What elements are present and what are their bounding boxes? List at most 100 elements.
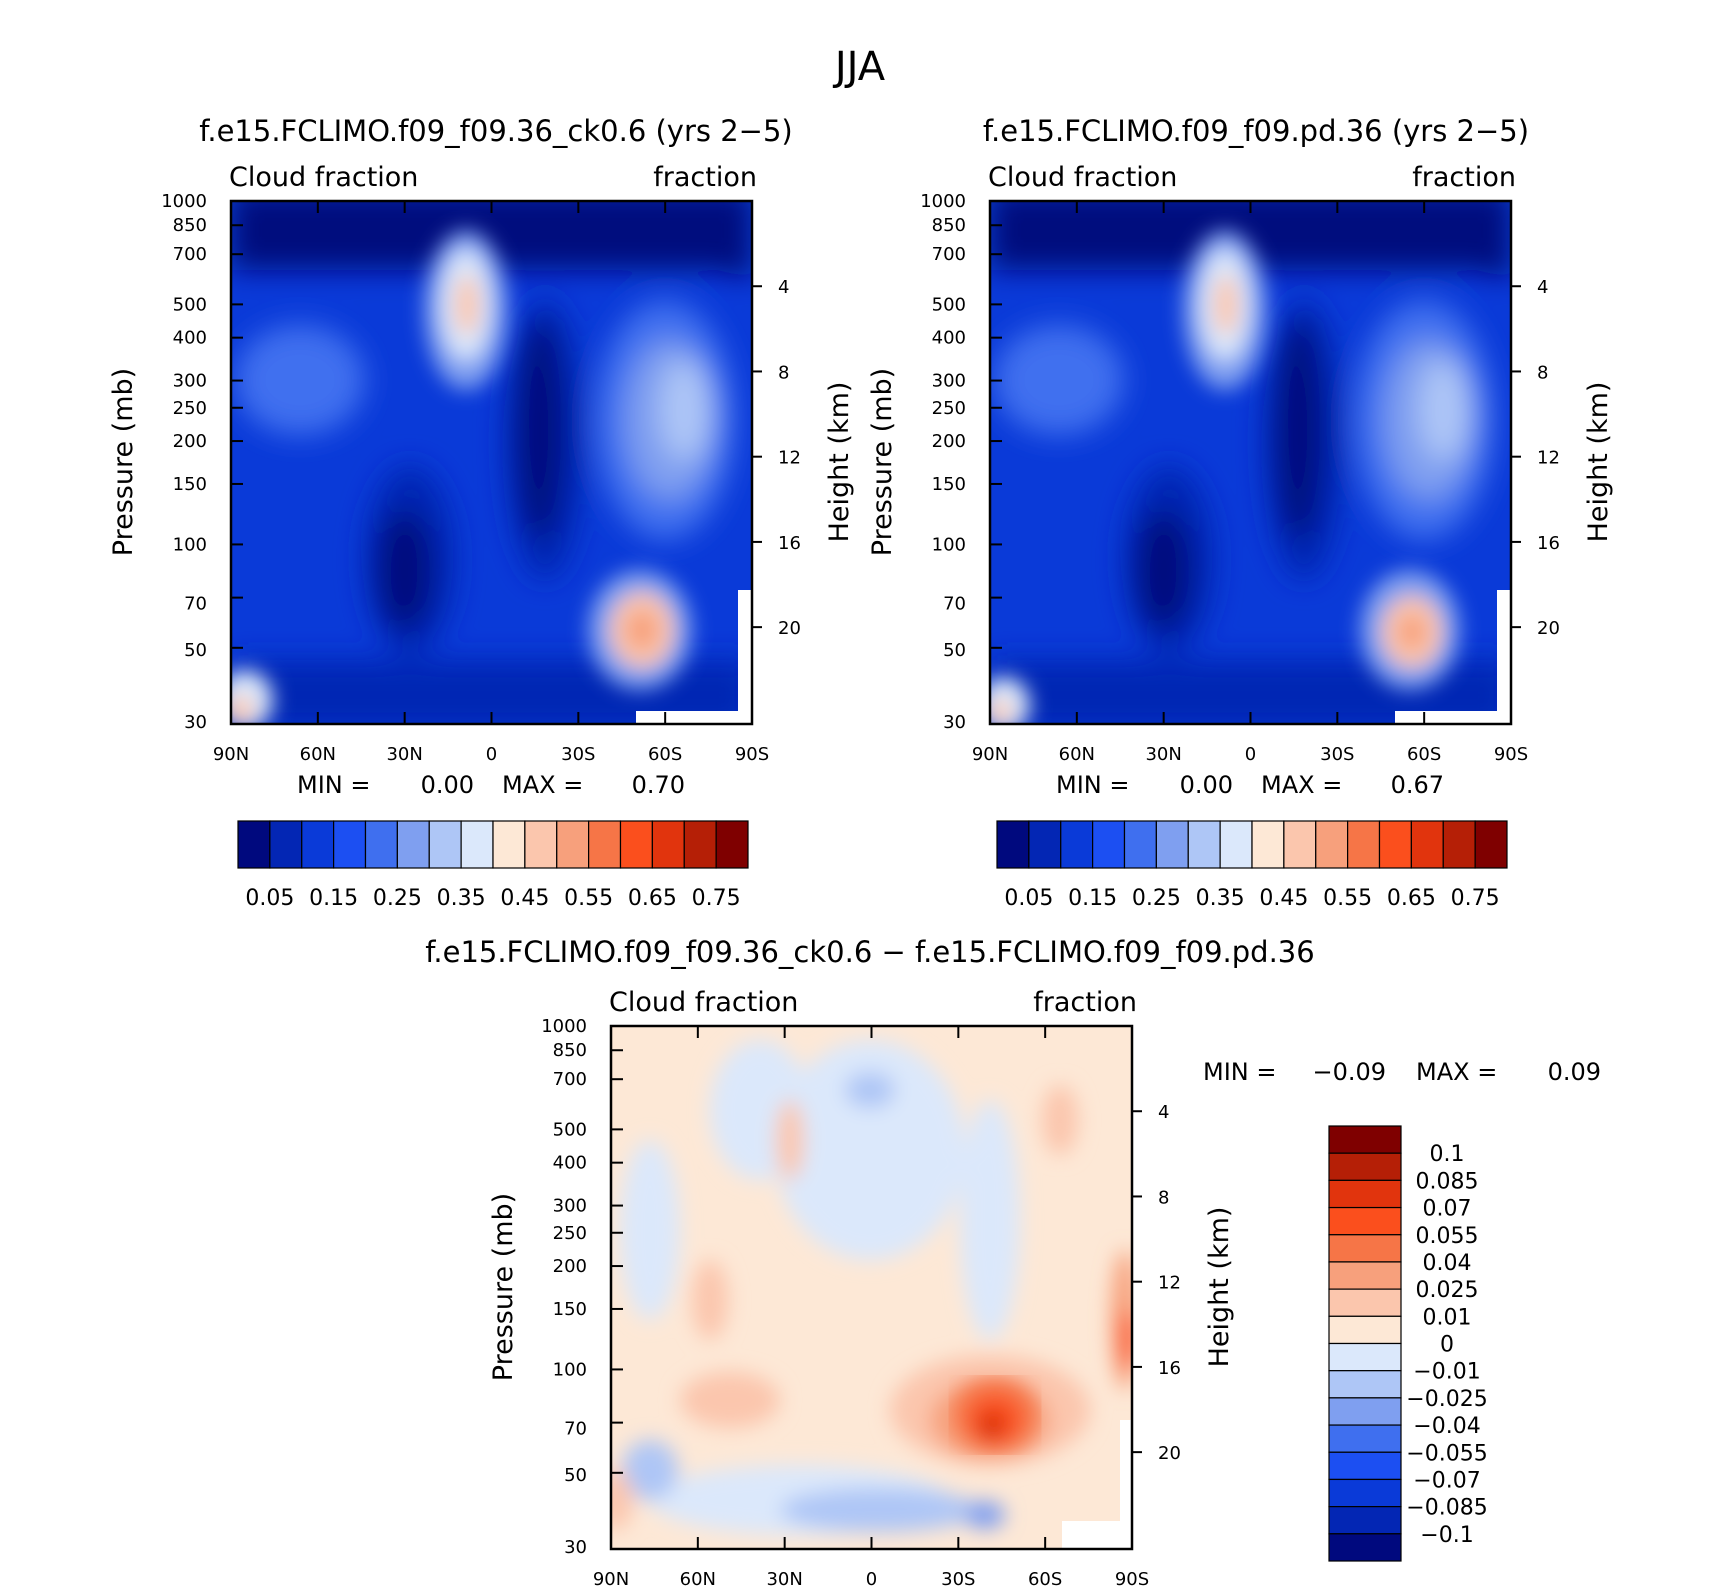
- colorbar-swatch: [1347, 820, 1381, 869]
- colorbar-label: 0.55: [1323, 886, 1372, 911]
- colorbar-label: −0.04: [1413, 1414, 1480, 1439]
- missing-data-region: [1120, 1420, 1132, 1549]
- colorbar-swatch: [619, 820, 653, 869]
- height-tick-label: 16: [778, 533, 801, 554]
- max-value: 0.67: [1391, 771, 1444, 799]
- colorbar-swatch: [1328, 1234, 1402, 1263]
- colorbar-label: −0.055: [1406, 1441, 1487, 1466]
- panel-title: f.e15.FCLIMO.f09_f09.36_ck0.6 − f.e15.FC…: [425, 935, 1314, 969]
- pressure-tick-label: 1000: [541, 1016, 587, 1037]
- pressure-tick-label: 1000: [161, 191, 207, 212]
- latitude-tick-label: 90N: [213, 744, 249, 765]
- missing-data-region: [738, 590, 752, 724]
- pressure-tick-label: 500: [932, 294, 966, 315]
- height-axis: 20 16 12 8 4: [752, 277, 801, 639]
- colorbar-label: 0.25: [373, 886, 422, 911]
- colorbar-swatch: [556, 820, 590, 869]
- colorbar: 0.10.0850.070.0550.040.0250.010−0.01−0.0…: [1328, 1125, 1488, 1562]
- max-value: 0.09: [1548, 1058, 1601, 1086]
- y-axis-right-label: Height (km): [824, 382, 855, 543]
- pressure-tick-label: 100: [553, 1359, 587, 1380]
- pressure-tick-label: 100: [173, 534, 207, 555]
- y-axis-label: Pressure (mb): [488, 1193, 519, 1381]
- colorbar-swatch: [715, 820, 749, 869]
- pressure-tick-label: 400: [173, 328, 207, 349]
- colorbar-swatch: [1328, 1315, 1402, 1345]
- pressure-tick-label: 300: [553, 1196, 587, 1217]
- pressure-tick-label: 30: [184, 712, 207, 733]
- colorbar-swatch: [524, 820, 558, 869]
- missing-data-region: [1062, 1521, 1120, 1549]
- panel-control-run: f.e15.FCLIMO.f09_f09.36_ck0.6 (yrs 2−5) …: [108, 114, 855, 911]
- latitude-tick-label: 0: [486, 744, 497, 765]
- pressure-tick-label: 30: [943, 712, 966, 733]
- colorbar-label: 0.65: [1387, 886, 1436, 911]
- height-tick-label: 8: [1158, 1187, 1169, 1208]
- left-string: Cloud fraction: [229, 162, 418, 193]
- min-value: 0.00: [1180, 771, 1233, 799]
- colorbar-label: 0.55: [564, 886, 613, 911]
- colorbar: 0.05 0.15 0.25 0.35 0.45 0.55 0.65 0.75: [237, 820, 749, 911]
- colorbar-label: 0.1: [1430, 1142, 1465, 1167]
- colorbar-label: −0.01: [1413, 1360, 1480, 1385]
- panel-reference-run: f.e15.FCLIMO.f09_f09.pd.36 (yrs 2−5) Clo…: [867, 114, 1614, 911]
- pressure-tick-label: 250: [932, 398, 966, 419]
- colorbar-swatch: [1328, 1125, 1402, 1154]
- colorbar-label: 0.055: [1416, 1224, 1479, 1249]
- height-tick-label: 8: [778, 362, 789, 383]
- right-string: fraction: [1412, 162, 1516, 193]
- colorbar-label: 0.05: [245, 886, 294, 911]
- latitude-tick-label: 60S: [1407, 744, 1441, 765]
- colorbar-swatch: [460, 820, 494, 869]
- pressure-tick-label: 50: [184, 640, 207, 661]
- colorbar-swatch: [1123, 820, 1157, 869]
- colorbar-label: 0.07: [1423, 1197, 1472, 1222]
- colorbar-label: 0.35: [1196, 886, 1245, 911]
- latitude-tick-label: 0: [866, 1569, 877, 1589]
- latitude-tick-label: 90S: [1494, 744, 1528, 765]
- y-axis-right-label: Height (km): [1204, 1207, 1235, 1368]
- colorbar-swatch: [683, 820, 717, 869]
- colorbar-swatch: [588, 820, 622, 869]
- y-axis-label: Pressure (mb): [867, 368, 898, 556]
- colorbar-swatch: [1251, 820, 1285, 869]
- height-tick-label: 4: [1158, 1102, 1169, 1123]
- field-peaks: [953, 1379, 1037, 1451]
- colorbar-label: −0.07: [1413, 1468, 1480, 1493]
- latitude-tick-label: 90S: [735, 744, 769, 765]
- pressure-tick-label: 50: [943, 640, 966, 661]
- colorbar-label: 0.15: [1068, 886, 1117, 911]
- contour-field: [611, 1026, 1132, 1549]
- right-string: fraction: [1033, 987, 1137, 1018]
- colorbar-label: 0: [1440, 1333, 1454, 1358]
- latitude-tick-label: 60N: [300, 744, 336, 765]
- pressure-tick-label: 700: [173, 244, 207, 265]
- field-blobs: [611, 1040, 1132, 1535]
- colorbar-swatch: [1410, 820, 1444, 869]
- latitude-tick-label: 90S: [1115, 1569, 1149, 1589]
- pressure-tick-label: 200: [173, 431, 207, 452]
- height-tick-label: 8: [1537, 362, 1548, 383]
- colorbar-swatch: [1442, 820, 1476, 869]
- pressure-axis: 30 50 70 100 150 200 250 300 400 500 700 850 1000: [541, 1016, 623, 1558]
- pressure-tick-label: 250: [553, 1223, 587, 1244]
- pressure-tick-label: 850: [932, 215, 966, 236]
- colorbar-swatch: [237, 820, 271, 869]
- latitude-tick-label: 30N: [386, 744, 422, 765]
- pressure-tick-label: 500: [553, 1119, 587, 1140]
- missing-data-region: [1497, 590, 1511, 724]
- colorbar-label: −0.025: [1406, 1387, 1487, 1412]
- colorbar-swatch: [1328, 1370, 1402, 1399]
- right-string: fraction: [653, 162, 757, 193]
- pressure-tick-label: 70: [184, 594, 207, 615]
- pressure-axis: 30 50 70 100 150 200 250 300 400 500 700 850 1000: [161, 191, 243, 733]
- height-tick-label: 16: [1158, 1358, 1181, 1379]
- pressure-tick-label: 50: [564, 1465, 587, 1486]
- colorbar-swatch: [1155, 820, 1189, 869]
- height-tick-label: 20: [778, 618, 801, 639]
- colorbar-label: 0.65: [628, 886, 677, 911]
- pressure-tick-label: 1000: [920, 191, 966, 212]
- field-peaks: [990, 230, 1460, 724]
- contour-field: [990, 201, 1511, 724]
- height-axis: 20 16 12 8 4: [1511, 277, 1560, 639]
